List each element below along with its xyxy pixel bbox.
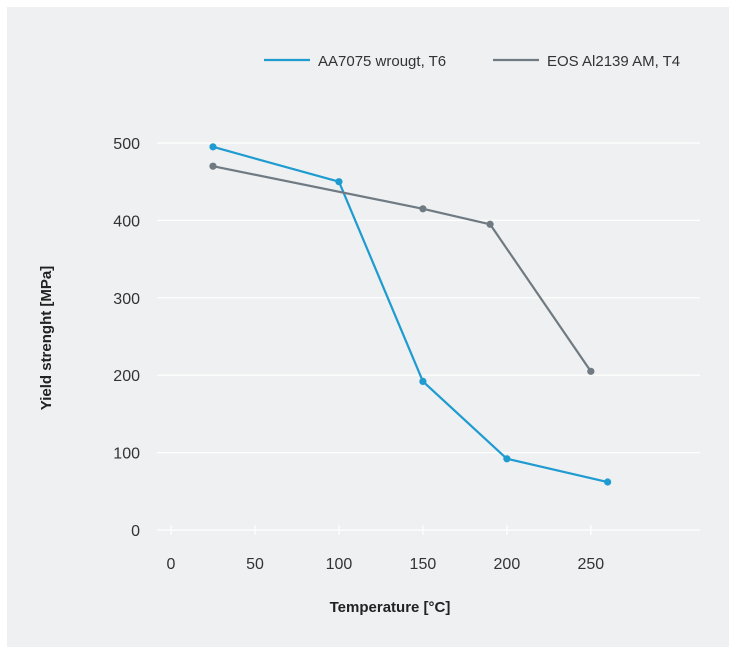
x-tick-label: 250 [577,556,604,573]
data-point [209,143,217,151]
x-axis-title: Temperature [°C] [330,599,451,616]
x-tick-label: 0 [167,556,176,573]
y-axis-title: Yield strenght [MPa] [38,266,55,410]
y-tick-label: 400 [113,213,140,230]
data-point [209,162,217,170]
axes: 0 100 200 300 400 500 0 50 100 150 200 250 [113,136,700,573]
y-tick-label: 300 [113,291,140,308]
y-tick-label: 200 [113,368,140,385]
series-line [212,145,608,484]
x-tick-label: 50 [246,556,264,573]
x-tick-label: 150 [410,556,437,573]
legend-label: AA7075 wrougt, T6 [318,53,446,70]
data-point [604,478,612,486]
y-tick-label: 0 [131,523,140,540]
series-group [209,143,612,486]
data-point [419,205,427,213]
x-tick-label: 100 [326,556,353,573]
data-point [335,178,343,186]
y-tick-label: 500 [113,136,140,153]
data-point [419,377,427,385]
data-point [503,455,511,463]
chart-panel [7,7,729,647]
y-tick-label: 100 [113,446,140,463]
grid-lines [157,142,700,454]
series-line [212,165,592,372]
legend: AA7075 wrougt, T6 EOS Al2139 AM, T4 [264,53,680,70]
legend-label: EOS Al2139 AM, T4 [547,53,680,70]
x-tick-label: 200 [494,556,521,573]
data-point [587,367,595,375]
data-point [486,220,494,228]
